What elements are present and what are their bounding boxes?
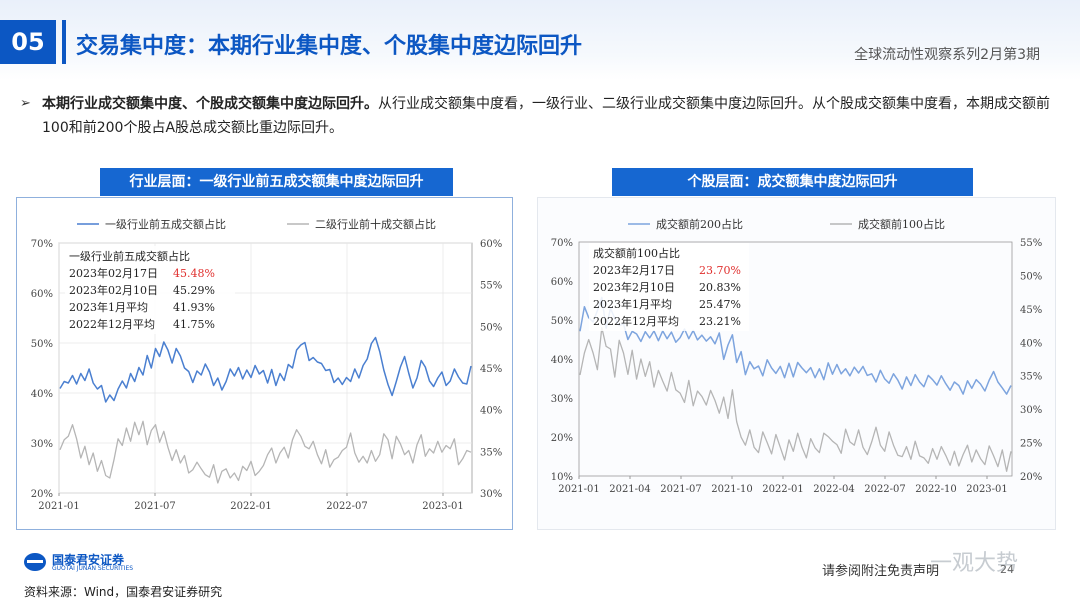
bullet-arrow-icon: ➢ [20,96,31,111]
left-tick-label: 40% [551,355,573,366]
right-tick-label: 50% [1020,271,1042,282]
legend-entry: 二级行业前十成交额占比 [315,217,436,231]
x-tick-label: 2023-01 [422,501,464,512]
annotation-row-label: 2023年2月17日 [593,263,675,277]
right-tick-label: 45% [1020,305,1042,316]
plot-frame [578,241,1013,477]
annotation-row-value: 41.93% [173,301,215,314]
annotation-title: 成交额前100占比 [593,246,680,260]
x-tick-label: 2022-10 [915,484,957,495]
x-tick-label: 2021-01 [558,484,600,495]
series-line-secondary [59,420,472,484]
left-tick-label: 20% [551,433,573,444]
legend-entry: 成交额前100占比 [858,217,945,231]
x-tick-label: 2022-07 [864,484,906,495]
left-tick-label: 20% [31,489,53,500]
legend-entry: 一级行业前五成交额占比 [105,217,226,231]
annotation-background [65,246,235,334]
annotation-row-value: 45.48% [173,267,215,280]
annotation-row-value: 41.75% [173,318,215,331]
section-divider [62,20,66,64]
summary-bold: 本期行业成交额集中度、个股成交额集中度边际回升。 [42,96,378,112]
series-title: 全球流动性观察系列2月第3期 [854,47,1040,63]
series-line-primary [579,296,1012,395]
series-line-secondary [579,326,1012,472]
right-tick-label: 30% [1020,405,1042,416]
left-tick-label: 50% [31,339,53,350]
annotation-row-label: 2023年02月10日 [69,283,158,297]
annotation-row-value: 25.47% [699,298,741,311]
data-source: 资料来源：Wind，国泰君安证券研究 [24,585,223,599]
summary-paragraph: ➢ 本期行业成交额集中度、个股成交额集中度边际回升。从行业成交额集中度看，一级行… [20,92,1060,140]
right-tick-label: 30% [480,489,502,500]
annotation-background [589,243,749,331]
right-tick-label: 35% [1020,372,1042,383]
panel-title-industry: 行业层面：一级行业前五成交额集中度边际回升 [100,168,453,196]
x-tick-label: 2022-01 [230,501,272,512]
annotation-row-label: 2023年1月平均 [69,300,148,314]
annotation-row-value: 23.21% [699,315,741,328]
left-tick-label: 30% [31,439,53,450]
annotation-row-value: 20.83% [699,281,741,294]
industry-concentration-chart: 20% 30% 40% 50% 60% 70% 30% 35% 40% 45% 50% 55% 60% 2… [31,217,502,512]
annotation-row-label: 2022年12月平均 [69,317,155,331]
x-tick-label: 2023-01 [966,484,1008,495]
x-tick-label: 2021-10 [711,484,753,495]
right-tick-label: 55% [1020,238,1042,249]
company-logo: 国泰君安证券 GUOTAI JUNAN SECURITIES [24,551,144,573]
right-tick-label: 50% [480,322,502,333]
chart-panel-stock: 10% 20% 30% 40% 50% 60% 70% 20% 25% 30% 35% 40% 45% 5… [537,197,1056,530]
right-tick-label: 25% [1020,439,1042,450]
x-tick-label: 2022-07 [326,501,368,512]
logo-text-en: GUOTAI JUNAN SECURITIES [52,565,134,572]
x-tick-label: 2022-01 [762,484,804,495]
stock-concentration-chart: 10% 20% 30% 40% 50% 60% 70% 20% 25% 30% 35% 40% 45% 5… [551,217,1042,495]
series-line-primary [59,336,472,403]
left-tick-label: 70% [551,238,573,249]
left-tick-label: 10% [551,472,573,483]
disclaimer-link[interactable]: 请参阅附注免责声明 [822,564,940,579]
left-tick-label: 30% [551,394,573,405]
annotation-row-label: 2023年2月10日 [593,280,675,294]
chart-panel-industry: 20% 30% 40% 50% 60% 70% 30% 35% 40% 45% 50% 55% 60% 2… [16,197,513,530]
right-tick-label: 45% [480,364,502,375]
annotation-row-label: 2023年1月平均 [593,297,672,311]
legend-entry: 成交额前200占比 [656,217,743,231]
annotation-title: 一级行业前五成交额占比 [69,249,190,263]
right-tick-label: 40% [1020,338,1042,349]
left-tick-label: 70% [31,239,53,250]
page-title: 交易集中度：本期行业集中度、个股集中度边际回升 [76,34,583,59]
section-number: 05 [0,20,56,64]
annotation-row-value: 45.29% [173,284,215,297]
annotation-row-label: 2023年02月17日 [69,266,158,280]
summary-text: 从行业成交额集中度看，一级行业、二级行业成交额集中度边际回升。从个股成交额集中度… [42,96,1050,136]
right-tick-label: 55% [480,281,502,292]
logo-text-cn: 国泰君安证券 [52,553,125,567]
globe-logo-icon [24,553,46,571]
left-tick-label: 60% [31,289,53,300]
left-tick-label: 50% [551,316,573,327]
right-tick-label: 40% [480,406,502,417]
left-tick-label: 40% [31,389,53,400]
page-number: 24 [1000,563,1014,576]
annotation-row-value: 23.70% [699,264,741,277]
x-tick-label: 2022-04 [813,484,855,495]
right-tick-label: 35% [480,447,502,458]
right-tick-label: 20% [1020,472,1042,483]
x-tick-label: 2021-07 [660,484,702,495]
left-tick-label: 60% [551,277,573,288]
annotation-row-label: 2022年12月平均 [593,314,679,328]
x-tick-label: 2021-07 [134,501,176,512]
right-tick-label: 60% [480,239,502,250]
header-band [0,0,1080,80]
x-tick-label: 2021-01 [38,501,80,512]
x-tick-label: 2021-04 [609,484,651,495]
panel-title-stock: 个股层面：成交额集中度边际回升 [612,168,973,196]
watermark: 一观大势 [930,551,1019,576]
